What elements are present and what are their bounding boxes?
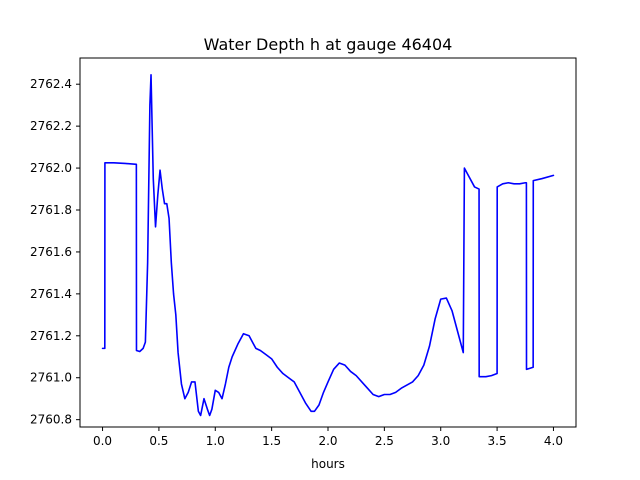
x-tick-label: 0.5 xyxy=(149,434,168,448)
x-tick-label: 2.5 xyxy=(375,434,394,448)
y-tick-label: 2761.8 xyxy=(30,203,72,217)
x-tick-label: 3.0 xyxy=(431,434,450,448)
y-axis: 2760.8 2761.0 2761.2 2761.4 2761.6 2761.8 2762… xyxy=(30,77,80,427)
x-tick-label: 1.0 xyxy=(206,434,225,448)
series-line-0 xyxy=(101,73,555,417)
y-tick-label: 2762.4 xyxy=(30,77,72,91)
y-tick-label: 2761.0 xyxy=(30,371,72,385)
y-tick-label: 2760.8 xyxy=(30,413,72,427)
y-tick-label: 2761.2 xyxy=(30,329,72,343)
x-tick-label: 4.0 xyxy=(544,434,563,448)
x-tick-label: 1.5 xyxy=(262,434,281,448)
y-tick-label: 2761.4 xyxy=(30,287,72,301)
chart-title: Water Depth h at gauge 46404 xyxy=(204,35,453,54)
x-tick-label: 0.0 xyxy=(93,434,112,448)
plot-area xyxy=(80,58,576,427)
x-axis: 0.0 0.5 1.0 1.5 2.0 2.5 3.0 3.5 4.0 xyxy=(93,427,563,448)
y-tick-label: 2762.0 xyxy=(30,161,72,175)
y-tick-label: 2762.2 xyxy=(30,119,72,133)
x-tick-label: 3.5 xyxy=(488,434,507,448)
y-tick-label: 2761.6 xyxy=(30,245,72,259)
x-axis-label: hours xyxy=(311,457,345,471)
x-tick-label: 2.0 xyxy=(318,434,337,448)
